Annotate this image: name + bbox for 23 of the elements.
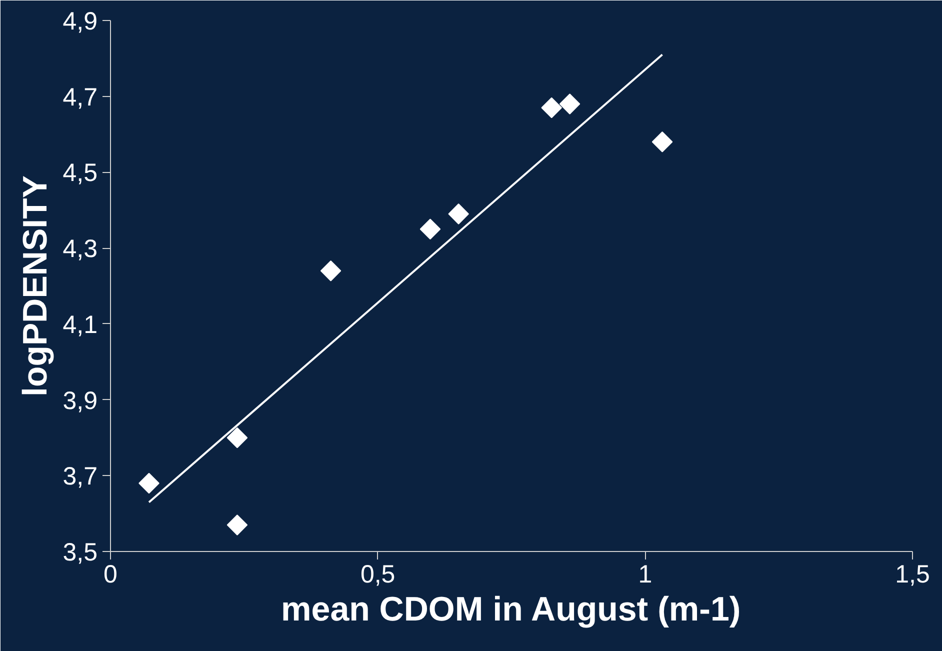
point [420,218,441,240]
point [448,204,469,224]
x-tick-label: 1,5 [895,560,930,588]
y-tick-label: 3,7 [62,462,98,491]
point [559,94,580,114]
y-tick-label: 4,9 [62,8,98,36]
y-axis-title: logPDENSITY [16,175,55,397]
point [226,514,248,536]
point [226,427,248,448]
point [652,131,673,152]
y-tick-label: 3,5 [62,538,98,566]
y-tick-label: 4,1 [62,310,98,339]
point [541,97,562,118]
point [138,472,160,494]
x-tick-label: 1 [638,560,652,588]
y-tick-label: 4,5 [62,159,98,188]
y-tick-label: 3,9 [62,386,98,415]
y-tick-label: 4,3 [62,235,98,264]
x-tick-label: 0,5 [360,560,396,588]
point [320,260,342,282]
x-tick-label: 0 [104,560,118,588]
y-tick-label: 4,7 [62,83,98,112]
x-axis-title: mean CDOM in August (m-1) [281,590,741,628]
